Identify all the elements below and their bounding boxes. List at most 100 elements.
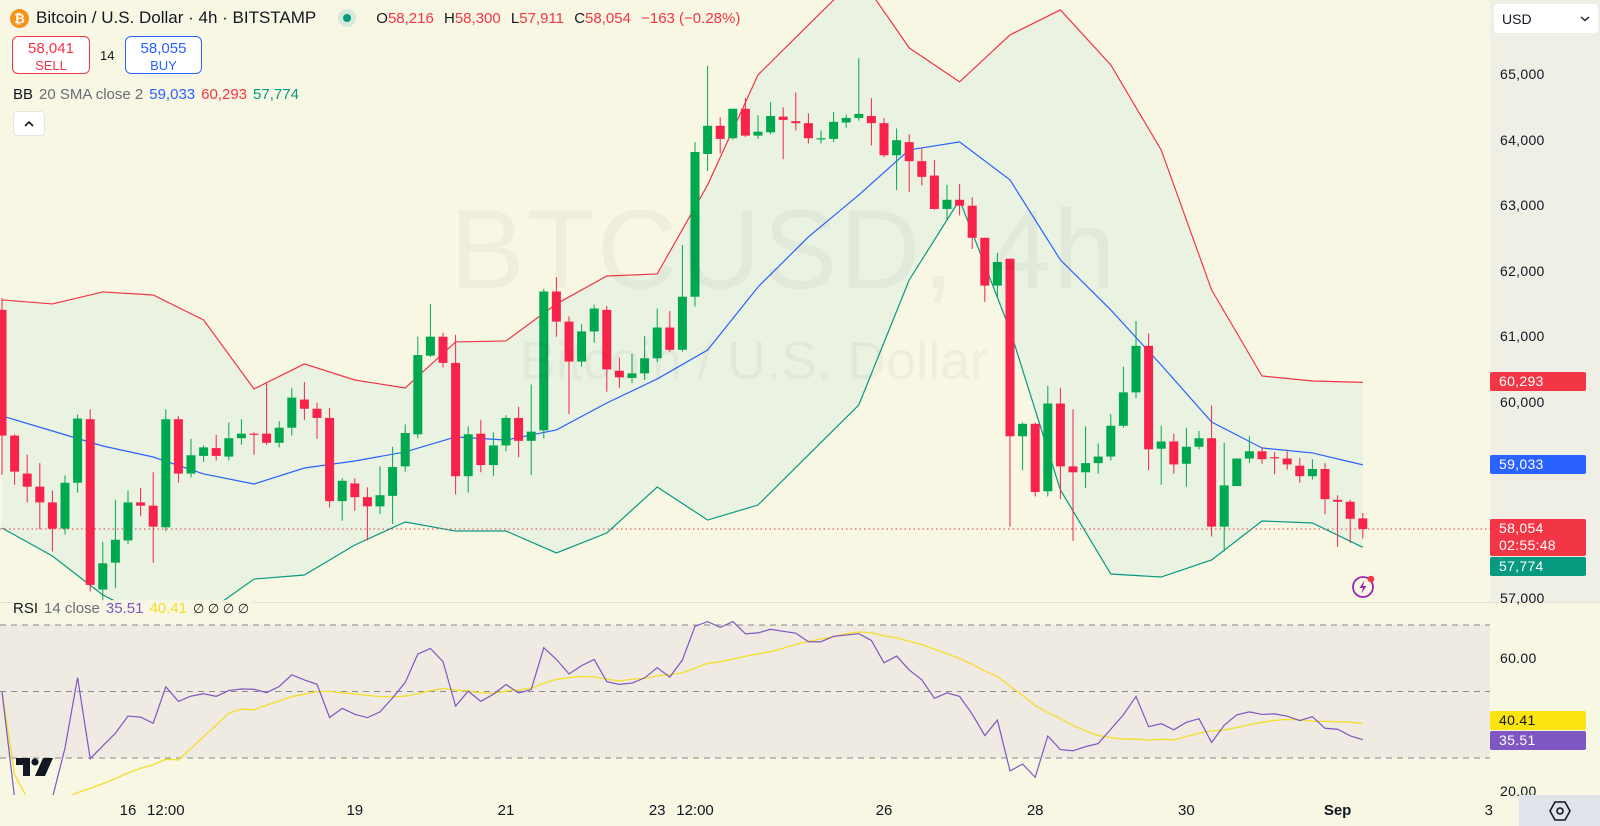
chart-settings-button[interactable] bbox=[1519, 795, 1600, 826]
currency-select[interactable]: USD bbox=[1494, 4, 1598, 33]
candle-body bbox=[816, 138, 826, 140]
candle bbox=[1219, 442, 1229, 552]
time-tick-label: 12:00 bbox=[147, 802, 185, 819]
time-tick-label: 3 bbox=[1484, 802, 1493, 819]
candle bbox=[224, 422, 234, 461]
time-tick-label: 12:00 bbox=[676, 802, 714, 819]
candle bbox=[1207, 405, 1217, 537]
candle-body bbox=[262, 433, 272, 443]
candle bbox=[1131, 320, 1141, 399]
collapse-legend-button[interactable] bbox=[13, 111, 45, 136]
candle-body bbox=[614, 370, 624, 378]
candle bbox=[488, 432, 498, 477]
candle-body bbox=[753, 131, 763, 136]
candle bbox=[589, 304, 599, 343]
candle-body bbox=[539, 291, 549, 431]
candle bbox=[1345, 499, 1355, 544]
candle-body bbox=[690, 151, 700, 297]
candle-body bbox=[1270, 457, 1280, 459]
rsi-value-tag: 35.51 bbox=[1490, 731, 1586, 750]
candle-body bbox=[1295, 465, 1305, 477]
bb-legend[interactable]: BB 20 SMA close 2 59,033 60,293 57,774 bbox=[13, 86, 299, 103]
candle bbox=[413, 336, 423, 439]
candle-body bbox=[287, 397, 297, 428]
candle-body bbox=[1194, 438, 1204, 447]
candle-body bbox=[186, 455, 196, 474]
last-price-tag: 58,054 02:55:48 bbox=[1490, 519, 1586, 556]
candle-body bbox=[589, 308, 599, 332]
rsi-legend-extras: ∅ ∅ ∅ ∅ bbox=[192, 600, 250, 616]
candle bbox=[778, 107, 788, 160]
candle bbox=[577, 324, 587, 367]
candle bbox=[1093, 443, 1103, 474]
candle-body bbox=[942, 199, 952, 209]
candle bbox=[1333, 495, 1343, 547]
rsi-axis[interactable] bbox=[1490, 603, 1600, 795]
close-value: 58,054 bbox=[585, 9, 631, 27]
rsi-chart[interactable] bbox=[0, 603, 1490, 795]
candle-body bbox=[564, 321, 574, 362]
candle-body bbox=[1156, 441, 1166, 449]
candle-body bbox=[967, 205, 977, 238]
candle bbox=[0, 298, 7, 475]
candle bbox=[917, 148, 927, 186]
candle-body bbox=[1282, 458, 1292, 465]
price-tick-label: 60,000 bbox=[1500, 393, 1545, 410]
candle bbox=[1043, 385, 1053, 497]
candle-body bbox=[677, 296, 687, 350]
rsi-legend-params: 14 close bbox=[44, 600, 100, 617]
candle-body bbox=[627, 373, 637, 378]
candle-body bbox=[10, 435, 20, 472]
candle-body bbox=[1106, 425, 1116, 457]
candle bbox=[715, 117, 725, 154]
candle-body bbox=[1219, 485, 1229, 527]
open-value: 58,216 bbox=[387, 9, 434, 27]
candle-body bbox=[665, 327, 675, 350]
candle-body bbox=[955, 199, 965, 206]
tradingview-logo[interactable] bbox=[16, 756, 54, 783]
candle-body bbox=[312, 408, 322, 418]
candle-body bbox=[388, 467, 398, 496]
buy-button[interactable]: 58,055 BUY bbox=[125, 36, 202, 74]
time-tick-label: 30 bbox=[1178, 802, 1195, 819]
candle bbox=[1194, 431, 1204, 450]
price-chart[interactable] bbox=[0, 0, 1490, 602]
candle bbox=[728, 108, 738, 140]
candle-body bbox=[980, 237, 990, 286]
rsi-ma-tag: 40.41 bbox=[1490, 711, 1586, 730]
candle-body bbox=[929, 175, 939, 209]
time-tick-label: 19 bbox=[346, 802, 364, 819]
candle-body bbox=[1232, 458, 1242, 487]
candle bbox=[501, 415, 511, 452]
sell-button[interactable]: 58,041 SELL bbox=[12, 36, 90, 74]
candle bbox=[967, 197, 977, 249]
symbol-title[interactable]: Bitcoin / U.S. Dollar · 4h · BITSTAMP bbox=[36, 8, 317, 27]
candle bbox=[602, 305, 612, 392]
candle bbox=[312, 402, 322, 439]
candle-body bbox=[211, 448, 221, 456]
candle bbox=[123, 490, 133, 545]
candle-body bbox=[854, 113, 864, 118]
candle-body bbox=[1055, 403, 1065, 467]
candle-body bbox=[463, 434, 473, 477]
time-tick-label: 21 bbox=[497, 802, 515, 819]
candle bbox=[627, 353, 637, 384]
sell-label: SELL bbox=[35, 58, 67, 73]
symbol-header[interactable]: ₿ Bitcoin / U.S. Dollar · 4h · BITSTAMP … bbox=[10, 6, 746, 30]
candle bbox=[829, 112, 839, 143]
candle bbox=[262, 383, 272, 445]
candle bbox=[866, 98, 876, 146]
candle bbox=[1005, 258, 1015, 527]
price-tick-label: 65,000 bbox=[1500, 66, 1545, 83]
candle bbox=[1144, 333, 1154, 471]
price-axis[interactable] bbox=[1490, 0, 1600, 602]
candle bbox=[211, 434, 221, 461]
candle bbox=[1068, 409, 1078, 542]
candle bbox=[677, 244, 687, 352]
rsi-legend[interactable]: RSI 14 close 35.51 40.41 ∅ ∅ ∅ ∅ bbox=[13, 600, 254, 617]
candle-body bbox=[400, 432, 410, 467]
bb-basis-price-tag: 59,033 bbox=[1490, 455, 1586, 474]
pane-divider[interactable] bbox=[0, 602, 1600, 603]
alert-button[interactable] bbox=[1351, 574, 1377, 605]
candle-body bbox=[110, 539, 120, 563]
